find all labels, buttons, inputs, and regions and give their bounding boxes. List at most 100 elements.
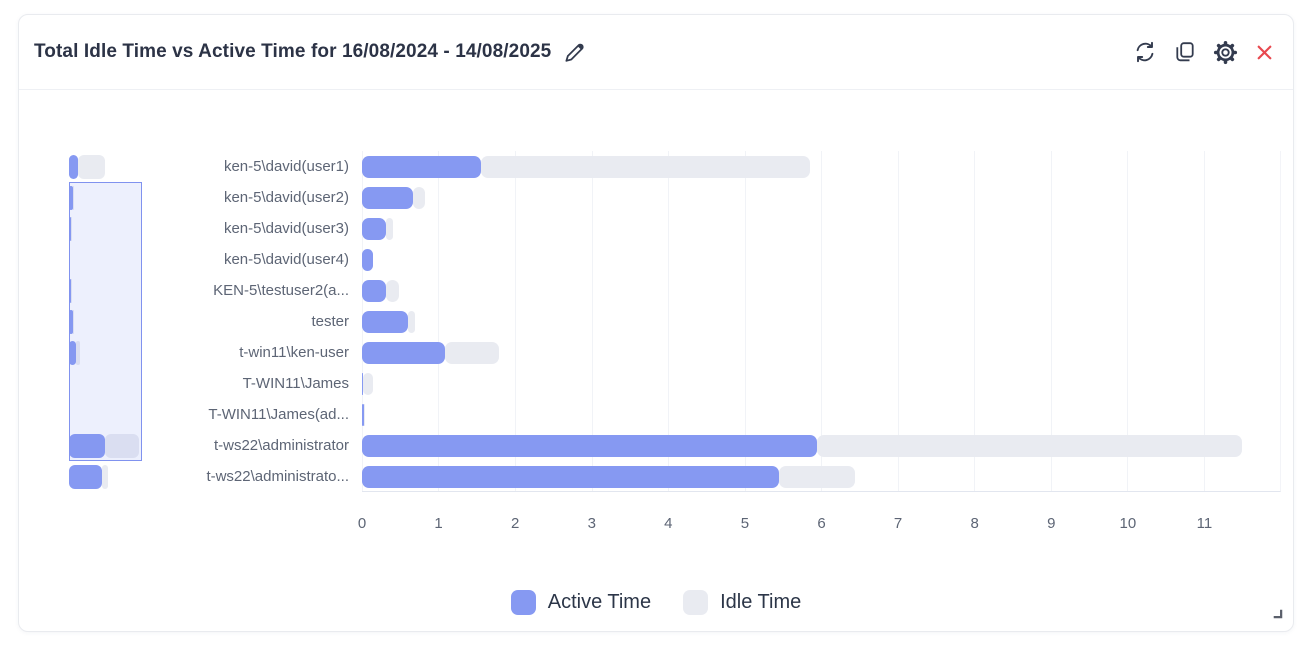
gridline [514,151,516,491]
chart-widget-card: Total Idle Time vs Active Time for 16/08… [18,14,1294,632]
y-axis-label: T-WIN11\James [242,375,349,392]
idle-time-bar[interactable] [407,310,415,333]
navigator-active-bar [69,185,74,210]
idle-time-bar[interactable] [480,155,810,178]
active-time-bar[interactable] [362,372,363,395]
active-time-bar[interactable] [362,248,373,271]
widget-title: Total Idle Time vs Active Time for 16/08… [34,41,552,62]
navigator-active-bar [69,340,76,365]
navigator-idle-bar [70,278,72,303]
navigator-idle-bar [75,340,80,365]
x-axis-tick-label: 2 [510,515,520,532]
legend-label: Active Time [547,590,652,613]
close-icon[interactable] [1254,42,1275,63]
gridline [1127,151,1128,491]
bar-row [362,275,1280,306]
chart-legend: Active Time Idle Time [19,580,1293,624]
navigator-active-bar [69,309,73,334]
bar-row [362,399,1280,430]
y-axis-label: T-WIN11\James(ad... [208,406,349,423]
bar-row [362,306,1280,337]
legend-swatch [683,589,709,615]
bar-row [362,213,1280,244]
idle-time-bar[interactable] [778,465,856,488]
gridline [1203,151,1205,491]
gridline [744,151,746,491]
idle-time-bar[interactable] [385,279,399,302]
idle-time-bar[interactable] [444,341,499,364]
bar-row [362,151,1280,182]
x-axis-tick-label: 6 [817,515,826,532]
navigator-active-bar [69,433,106,458]
x-axis-tick-label: 11 [1196,515,1213,532]
settings-icon[interactable] [1213,40,1238,65]
resize-handle[interactable] [1270,606,1283,624]
bar-row [362,182,1280,213]
x-axis-tick-label: 1 [434,515,443,532]
x-axis-tick-label: 7 [893,515,903,532]
y-axis-labels: ken-5\david(user1) ken-5\david(user2) ken-… [159,151,349,492]
navigator-idle-bar [73,185,74,210]
y-axis-label: t-win11\ken-user [239,344,349,361]
active-time-bar[interactable] [362,434,818,457]
y-axis-label: t-ws22\administrator [213,437,349,454]
plot-area [362,151,1281,492]
navigator-idle-bar [105,433,139,458]
x-axis-tick-label: 5 [740,515,750,532]
active-time-bar[interactable] [362,279,386,302]
navigator-mini-row [69,337,142,368]
idle-time-bar[interactable] [817,434,1242,457]
y-axis-label: ken-5\david(user3) [223,220,349,237]
active-time-bar[interactable] [362,217,386,240]
bar-row [362,461,1280,492]
gridline [591,151,593,491]
idle-time-bar[interactable] [362,372,374,395]
active-time-bar[interactable] [362,310,408,333]
active-time-bar[interactable] [362,341,445,364]
y-axis-zoom-navigator[interactable] [69,151,142,492]
navigator-mini-row [69,182,142,213]
legend-item-idle-time[interactable]: Idle Time [683,589,802,615]
x-axis-tick-label: 0 [357,515,367,532]
legend-label: Idle Time [720,590,802,613]
gridline [438,151,440,491]
navigator-idle-bar [102,464,109,489]
active-time-bar[interactable] [362,186,414,209]
navigator-mini-row [69,151,142,182]
bar-row [362,244,1280,275]
active-time-bar[interactable] [362,465,779,488]
idle-time-bar[interactable] [413,186,425,209]
edit-title-icon[interactable] [562,40,587,65]
navigator-active-bar [69,464,103,489]
idle-time-bar[interactable] [363,403,366,426]
gridline [973,151,975,491]
x-axis: 0 1 2 3 4 5 6 7 8 9 10 11 [358,515,1281,537]
navigator-active-bar [69,154,79,179]
navigator-idle-bar [78,154,105,179]
navigator-idle-bar [72,309,74,334]
y-axis-label: ken-5\david(user4) [223,251,349,268]
widget-header: Total Idle Time vs Active Time for 16/08… [19,15,1293,90]
navigator-mini-row [69,461,142,492]
y-axis-label: tester [311,313,349,330]
gridline [897,151,899,491]
legend-item-active-time[interactable]: Active Time [510,589,652,615]
y-axis-label: ken-5\david(user2) [223,189,349,206]
navigator-mini-row [69,430,142,461]
y-axis-label: ken-5\david(user1) [223,158,349,175]
navigator-selection-window[interactable] [69,182,142,461]
gridline [1050,151,1052,491]
x-axis-tick-label: 8 [970,515,979,532]
navigator-idle-bar [70,216,72,241]
x-axis-tick-label: 3 [587,515,596,532]
y-axis-label: t-ws22\administrato... [206,468,349,485]
active-time-bar[interactable] [362,155,481,178]
active-time-bar[interactable] [362,403,364,426]
legend-swatch [510,589,536,615]
refresh-icon[interactable] [1133,40,1157,64]
y-axis-label: KEN-5\testuser2(a... [213,282,349,299]
idle-time-bar[interactable] [385,217,394,240]
bar-row [362,368,1280,399]
copy-icon[interactable] [1173,40,1197,64]
header-actions [1133,40,1275,65]
